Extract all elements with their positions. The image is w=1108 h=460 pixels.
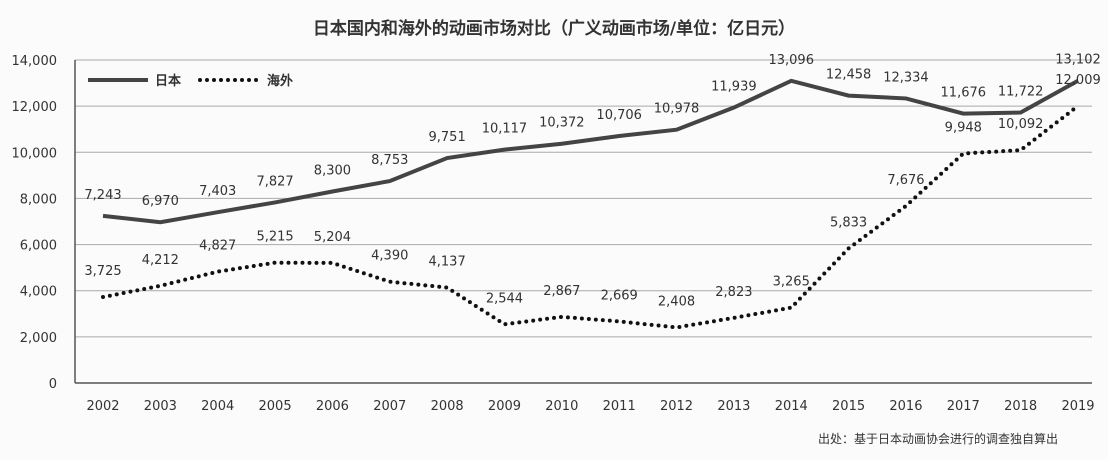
x-tick-label: 2006 (316, 399, 349, 414)
data-label: 7,827 (256, 174, 293, 189)
data-label: 7,243 (84, 188, 121, 203)
data-label: 2,544 (486, 291, 523, 306)
x-tick-label: 2014 (775, 399, 808, 414)
data-label: 12,009 (1055, 73, 1101, 88)
y-tick-label: 6,000 (20, 239, 57, 254)
x-tick-label: 2015 (832, 399, 865, 414)
data-label: 10,706 (596, 108, 642, 123)
data-label: 3,265 (773, 275, 810, 290)
x-tick-label: 2002 (86, 399, 119, 414)
data-label: 4,212 (142, 253, 179, 268)
x-tick-label: 2012 (660, 399, 693, 414)
data-label: 5,833 (830, 215, 867, 230)
data-label: 11,722 (998, 85, 1044, 100)
legend-label-overseas: 海外 (267, 73, 293, 89)
data-label: 10,372 (539, 116, 585, 131)
legend-label-japan: 日本 (155, 73, 181, 89)
x-tick-label: 2017 (947, 399, 980, 414)
y-tick-label: 4,000 (20, 285, 57, 300)
data-label: 2,823 (715, 285, 752, 300)
data-label: 9,751 (429, 130, 466, 145)
chart-title: 日本国内和海外的动画市场对比（广义动画市场/单位：亿日元） (312, 19, 796, 39)
data-label: 9,948 (945, 120, 982, 135)
data-label: 8,300 (314, 164, 351, 179)
source-note: 出处：基于日本动画协会进行的调查独自算出 (817, 432, 1058, 446)
y-tick-label: 10,000 (12, 146, 58, 161)
x-tick-label: 2011 (603, 399, 636, 414)
data-label: 7,676 (887, 173, 924, 188)
y-tick-label: 8,000 (20, 192, 57, 207)
data-label: 2,867 (543, 284, 580, 299)
x-tick-label: 2013 (717, 399, 750, 414)
data-label: 10,978 (654, 102, 700, 117)
data-label: 11,676 (941, 86, 987, 101)
data-label: 5,204 (314, 230, 351, 245)
data-label: 4,827 (199, 239, 236, 254)
data-label: 13,102 (1055, 53, 1101, 68)
series-line-overseas (101, 103, 1080, 330)
x-tick-label: 2004 (201, 399, 234, 414)
x-tick-label: 2005 (259, 399, 292, 414)
x-tick-label: 2010 (545, 399, 578, 414)
data-label: 2,408 (658, 294, 695, 309)
x-tick-label: 2019 (1061, 399, 1094, 414)
data-label: 12,334 (883, 70, 929, 85)
data-label: 11,939 (711, 80, 757, 95)
data-label: 7,403 (199, 184, 236, 199)
data-label: 3,725 (84, 264, 121, 279)
data-label: 2,669 (601, 288, 638, 303)
data-label: 5,215 (256, 230, 293, 245)
data-label: 10,092 (998, 117, 1044, 132)
data-label: 12,458 (826, 68, 872, 83)
data-label: 6,970 (142, 194, 179, 209)
x-tick-label: 2008 (431, 399, 464, 414)
x-tick-label: 2003 (144, 399, 177, 414)
data-label: 4,390 (371, 249, 408, 264)
data-label: 10,117 (482, 122, 528, 137)
data-label: 4,137 (429, 255, 466, 270)
series-line-japan (102, 78, 1079, 225)
data-label: 13,096 (768, 53, 814, 68)
y-tick-label: 0 (49, 377, 57, 392)
x-tick-label: 2009 (488, 399, 521, 414)
y-tick-label: 12,000 (12, 100, 58, 115)
x-tick-label: 2007 (373, 399, 406, 414)
x-tick-label: 2016 (889, 399, 922, 414)
y-tick-label: 2,000 (20, 331, 57, 346)
data-label: 8,753 (371, 153, 408, 168)
y-tick-label: 14,000 (12, 54, 58, 69)
x-tick-label: 2018 (1004, 399, 1037, 414)
